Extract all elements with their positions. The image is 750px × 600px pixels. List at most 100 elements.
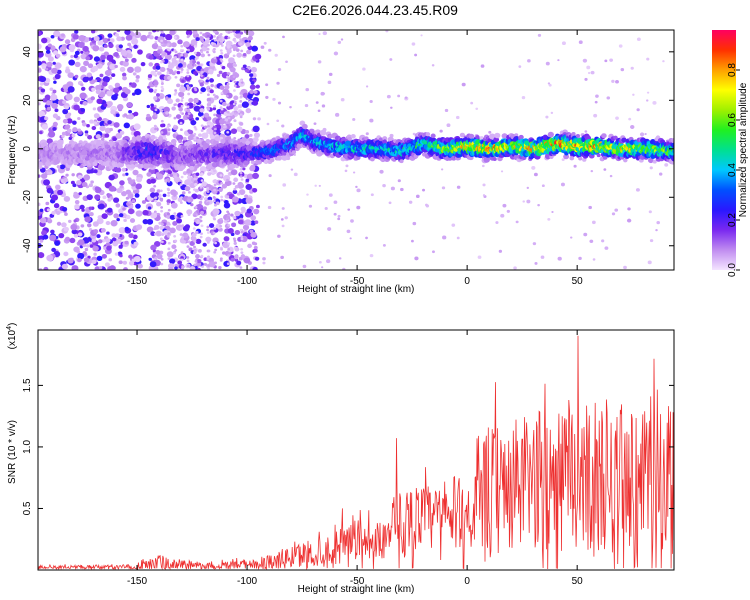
spectrogram-cell bbox=[156, 71, 162, 76]
spectrogram-cell bbox=[113, 122, 120, 128]
spectrogram-cell bbox=[207, 107, 211, 111]
spectrogram-cell bbox=[63, 195, 71, 202]
spectrogram-cell bbox=[390, 106, 393, 109]
spectrogram-cell bbox=[379, 169, 384, 174]
spectrogram-cell bbox=[370, 193, 374, 197]
spectrogram-cell bbox=[195, 117, 200, 121]
spectrogram-cell bbox=[328, 72, 333, 77]
spectrogram-cell bbox=[199, 63, 203, 66]
spectrogram-cell bbox=[182, 52, 189, 58]
spectrogram-cell bbox=[551, 210, 554, 214]
spectrogram-cell bbox=[212, 30, 218, 33]
spectrogram-cell bbox=[154, 69, 158, 73]
spectrogram-cell bbox=[160, 123, 165, 128]
spectrogram-cell bbox=[247, 35, 253, 41]
spectrogram-cell bbox=[646, 91, 650, 94]
spectrogram-cell bbox=[206, 76, 210, 80]
spectrogram-cell bbox=[166, 251, 174, 258]
spectrogram-cell bbox=[93, 79, 98, 83]
spectrogram-cell bbox=[159, 66, 166, 73]
spectrogram-cell bbox=[45, 201, 50, 206]
spectrogram-cell bbox=[232, 38, 236, 42]
spectrogram-cell bbox=[245, 130, 250, 134]
spectrogram-cell bbox=[180, 75, 184, 79]
spectrogram-cell bbox=[45, 100, 52, 106]
spectrogram-cell bbox=[192, 251, 196, 255]
spectrogram-cell bbox=[159, 95, 163, 99]
spectrogram-cell bbox=[199, 219, 203, 223]
spectrogram-cell bbox=[180, 251, 184, 254]
spectrogram-cell bbox=[191, 193, 198, 200]
spectrogram-cell bbox=[174, 76, 178, 79]
spectrogram-cell bbox=[220, 195, 224, 199]
spectrogram-cell bbox=[115, 132, 122, 139]
spectrogram-cell bbox=[308, 204, 313, 208]
spectrogram-cell bbox=[328, 193, 333, 197]
spectrogram-cell bbox=[192, 59, 197, 64]
spectrogram-cell bbox=[72, 183, 77, 188]
spectrogram-cell bbox=[52, 127, 57, 131]
spectrogram-cell bbox=[232, 75, 236, 78]
spectrogram-cell bbox=[250, 231, 257, 238]
spectrogram-cell bbox=[655, 228, 658, 232]
spectrogram-cell bbox=[167, 43, 170, 46]
spectrogram-cell bbox=[240, 81, 244, 84]
spectrogram-cell bbox=[262, 257, 266, 261]
spectrogram-cell bbox=[470, 101, 474, 105]
spectrogram-cell bbox=[159, 237, 163, 241]
spectrogram-cell bbox=[205, 139, 211, 144]
spectrogram-cell bbox=[65, 113, 71, 119]
spectrogram-cell bbox=[219, 224, 223, 228]
spectrogram-cell bbox=[356, 205, 361, 210]
spectrogram-cell bbox=[106, 231, 110, 235]
spectrogram-cell bbox=[656, 221, 660, 225]
spectrogram-cell bbox=[137, 49, 143, 55]
spectrogram-cell bbox=[314, 184, 317, 187]
spectrogram-cell bbox=[79, 92, 87, 99]
spectrogram-cell bbox=[219, 42, 223, 45]
spectrogram-cell bbox=[95, 84, 102, 91]
spectrogram-cell bbox=[62, 118, 68, 124]
spectrogram-cell bbox=[220, 52, 224, 55]
spectrogram-cell bbox=[81, 122, 87, 127]
spectrogram-cell bbox=[181, 191, 186, 195]
spectrogram-cell bbox=[173, 176, 181, 183]
spectrogram-cell bbox=[176, 83, 181, 88]
spectrogram-cell bbox=[234, 258, 239, 262]
spectrogram-cell bbox=[226, 42, 230, 46]
spectrogram-cell bbox=[131, 92, 136, 96]
spectrogram-cell bbox=[134, 88, 142, 96]
spectrogram-cell bbox=[239, 167, 243, 171]
spectrogram-cell bbox=[94, 266, 101, 270]
spectrogram-cell bbox=[265, 83, 269, 87]
spectrogram-cell bbox=[202, 206, 207, 211]
spectrogram-cell bbox=[224, 199, 229, 205]
spectrogram-cell bbox=[207, 93, 210, 97]
spectrogram-cell bbox=[119, 162, 125, 167]
spectrogram-cell bbox=[190, 119, 197, 126]
spectrogram-cell bbox=[173, 48, 177, 52]
spectrogram-cell bbox=[53, 80, 57, 84]
spectrogram-cell bbox=[202, 33, 206, 37]
spectrogram-cell bbox=[161, 233, 164, 236]
spectrogram-cell bbox=[122, 173, 126, 177]
spectrogram-cell bbox=[39, 82, 44, 86]
spectrogram-cell bbox=[51, 210, 56, 215]
spectrogram-cell bbox=[55, 53, 61, 58]
spectrogram-cell bbox=[239, 38, 243, 41]
spectrogram-cell bbox=[159, 49, 163, 52]
spectrogram-cell bbox=[195, 254, 200, 259]
spectrogram-cell bbox=[362, 67, 366, 71]
spectrogram-cell bbox=[227, 77, 231, 80]
spectrogram-cell bbox=[239, 228, 243, 232]
spectrogram-cell bbox=[604, 246, 609, 250]
spectrogram-cell bbox=[664, 163, 669, 167]
spectrogram-cell bbox=[239, 79, 243, 82]
spectrogram-cell bbox=[521, 96, 526, 100]
spectrogram-cell bbox=[226, 169, 229, 172]
spectrogram-cell bbox=[250, 81, 255, 85]
spectrogram-cell bbox=[206, 47, 210, 51]
spectrogram-cell bbox=[557, 59, 560, 62]
spectrogram-cell bbox=[77, 232, 83, 237]
spectrogram-cell bbox=[149, 164, 154, 168]
